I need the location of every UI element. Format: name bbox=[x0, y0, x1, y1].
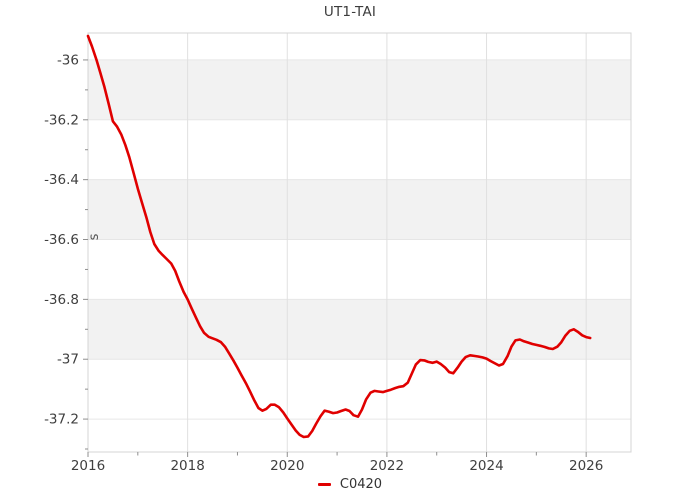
y-tick-label: -37 bbox=[57, 352, 79, 368]
plot-band bbox=[88, 59, 631, 120]
legend-label: C0420 bbox=[339, 477, 383, 492]
y-tick-label: -36.4 bbox=[44, 172, 79, 188]
series-line-c0420 bbox=[86, 34, 592, 439]
y-tick-label: -36 bbox=[57, 52, 79, 68]
x-tick-label: 2024 bbox=[469, 458, 503, 474]
y-tick-label: -36.2 bbox=[44, 112, 79, 128]
x-tick-label: 2020 bbox=[270, 458, 304, 474]
legend: C0420 bbox=[0, 477, 700, 492]
plot-band bbox=[88, 299, 631, 360]
y-tick-label: -37.2 bbox=[44, 412, 79, 428]
x-tick-label: 2022 bbox=[370, 458, 404, 474]
x-tick-label: 2016 bbox=[71, 458, 105, 474]
y-tick-label: -36.8 bbox=[44, 292, 79, 308]
legend-item-c0420[interactable]: C0420 bbox=[317, 477, 383, 492]
x-tick-label: 2018 bbox=[170, 458, 204, 474]
y-axis-unit-label: s bbox=[87, 233, 102, 240]
plot-border bbox=[87, 32, 632, 453]
legend-line-swatch bbox=[317, 483, 331, 486]
x-tick-label: 2026 bbox=[569, 458, 603, 474]
plot-band bbox=[88, 179, 631, 240]
y-tick-label: -36.6 bbox=[44, 232, 79, 248]
chart-title: UT1-TAI bbox=[323, 4, 377, 20]
